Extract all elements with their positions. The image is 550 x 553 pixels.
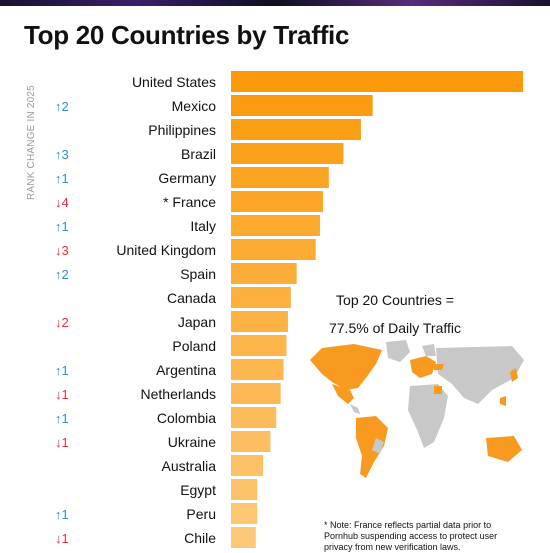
bar-15 [231, 431, 271, 452]
map-region-greenland [386, 340, 410, 362]
rank-change-label: ↑1 [55, 507, 69, 522]
world-map-graphic [310, 340, 524, 478]
rank-change-label: ↑1 [55, 363, 69, 378]
rank-change-label: ↓2 [55, 315, 69, 330]
bar-2 [231, 119, 361, 140]
bar-11 [231, 335, 287, 356]
map-region-egypt [434, 386, 442, 394]
bar-14 [231, 407, 277, 428]
bar-5 [231, 191, 323, 212]
map-region-north-america [310, 344, 382, 390]
map-region-africa [408, 384, 448, 448]
bar-6 [231, 215, 321, 236]
bar-1 [231, 95, 373, 116]
world-map [292, 338, 532, 488]
rank-change-label: ↑3 [55, 147, 69, 162]
category-label: Philippines [148, 122, 216, 138]
category-label: Ukraine [168, 434, 216, 450]
bar-4 [231, 167, 329, 188]
map-region-ukraine [434, 364, 444, 370]
rank-change-label: ↓1 [55, 435, 69, 450]
category-label: United Kingdom [116, 242, 216, 258]
bar-8 [231, 263, 297, 284]
bar-7 [231, 239, 316, 260]
category-label: Colombia [157, 410, 216, 426]
category-label: Australia [162, 458, 217, 474]
map-region-mexico [332, 384, 354, 404]
top-gradient-bar [0, 0, 550, 6]
category-label: Chile [184, 530, 216, 546]
rank-change-label: ↓1 [55, 531, 69, 546]
rank-change-label: ↓3 [55, 243, 69, 258]
category-label: Brazil [181, 146, 216, 162]
bar-3 [231, 143, 344, 164]
category-label: Japan [178, 314, 216, 330]
bar-10 [231, 311, 288, 332]
callout-line-2: 77.5% of Daily Traffic [328, 320, 462, 336]
category-label: Netherlands [141, 386, 217, 402]
category-label: Canada [167, 290, 216, 306]
map-region-japan [510, 368, 518, 382]
rank-change-label: ↑1 [55, 171, 69, 186]
rank-change-label: ↑1 [55, 411, 69, 426]
map-region-europe [410, 356, 436, 378]
bar-12 [231, 359, 284, 380]
rank-change-label: ↓4 [55, 195, 69, 210]
map-region-philippines [500, 396, 506, 406]
bar-18 [231, 503, 258, 524]
map-region-central-america [350, 404, 360, 414]
category-label: Argentina [156, 362, 216, 378]
map-region-scandinavia [422, 344, 436, 356]
category-label: United States [132, 74, 216, 90]
rank-change-label: ↑1 [55, 219, 69, 234]
category-label: Spain [180, 266, 216, 282]
bar-16 [231, 455, 264, 476]
callout-line-1: Top 20 Countries = [336, 292, 454, 308]
bar-9 [231, 287, 291, 308]
category-label: Germany [158, 170, 216, 186]
bar-13 [231, 383, 281, 404]
map-region-asia [436, 346, 524, 404]
category-label: * France [163, 194, 216, 210]
traffic-share-callout: Top 20 Countries = 77.5% of Daily Traffi… [300, 286, 490, 342]
rank-change-label: ↓1 [55, 387, 69, 402]
category-label: Italy [190, 218, 216, 234]
map-region-australia [486, 436, 522, 462]
page-title: Top 20 Countries by Traffic [24, 20, 350, 50]
rank-change-label: ↑2 [55, 267, 69, 282]
map-region-south-america-gray [372, 438, 384, 454]
rank-change-label: ↑2 [55, 99, 69, 114]
bar-0 [231, 71, 523, 92]
category-label: Egypt [180, 482, 216, 498]
bar-19 [231, 527, 256, 548]
bar-17 [231, 479, 258, 500]
france-footnote: * Note: France reflects partial data pri… [324, 520, 498, 552]
category-label: Poland [172, 338, 216, 354]
map-region-south-america [356, 416, 388, 478]
category-label: Mexico [172, 98, 217, 114]
category-label: Peru [186, 506, 216, 522]
